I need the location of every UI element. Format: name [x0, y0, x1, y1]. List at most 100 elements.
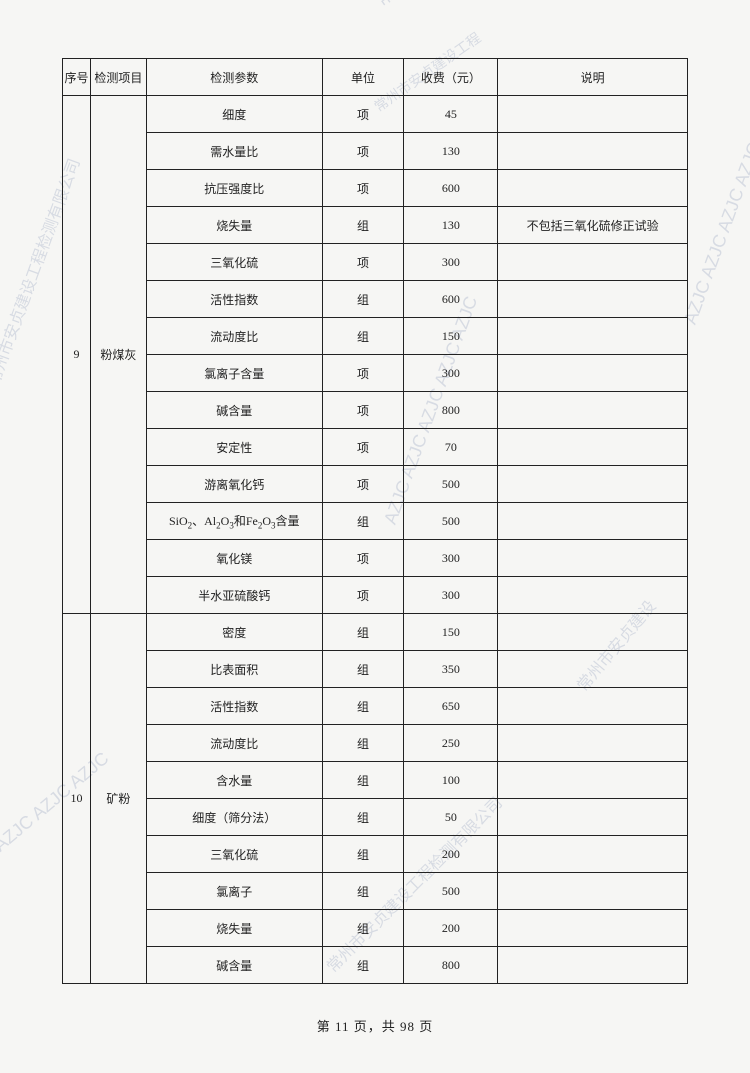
table-row: 比表面积组350: [63, 651, 688, 688]
table-row: 抗压强度比项600: [63, 170, 688, 207]
cell-param: 氧化镁: [146, 540, 322, 577]
cell-note: [498, 725, 688, 762]
cell-note: [498, 318, 688, 355]
table-row: 氯离子含量项300: [63, 355, 688, 392]
cell-note: [498, 688, 688, 725]
pricing-table: 序号 检测项目 检测参数 单位 收费（元） 说明 9粉煤灰细度项45需水量比项1…: [62, 58, 688, 984]
cell-unit: 项: [322, 355, 404, 392]
cell-param: SiO2、Al2O3和Fe2O3含量: [146, 503, 322, 540]
cell-param: 游离氧化钙: [146, 466, 322, 503]
cell-fee: 250: [404, 725, 498, 762]
cell-note: 不包括三氧化硫修正试验: [498, 207, 688, 244]
cell-param: 抗压强度比: [146, 170, 322, 207]
cell-unit: 项: [322, 466, 404, 503]
cell-note: [498, 281, 688, 318]
cell-note: [498, 540, 688, 577]
cell-note: [498, 836, 688, 873]
cell-unit: 组: [322, 614, 404, 651]
col-header-unit: 单位: [322, 59, 404, 96]
cell-fee: 600: [404, 170, 498, 207]
cell-note: [498, 614, 688, 651]
table-row: 烧失量组130不包括三氧化硫修正试验: [63, 207, 688, 244]
cell-param: 细度（筛分法）: [146, 799, 322, 836]
cell-unit: 项: [322, 170, 404, 207]
cell-param: 三氧化硫: [146, 836, 322, 873]
col-header-item: 检测项目: [90, 59, 146, 96]
cell-note: [498, 355, 688, 392]
cell-param: 三氧化硫: [146, 244, 322, 281]
cell-fee: 500: [404, 503, 498, 540]
cell-unit: 组: [322, 318, 404, 355]
cell-param: 密度: [146, 614, 322, 651]
watermark-text: 常州市安贞建设工程: [370, 0, 518, 11]
col-header-param: 检测参数: [146, 59, 322, 96]
cell-note: [498, 910, 688, 947]
table-row: 半水亚硫酸钙项300: [63, 577, 688, 614]
cell-fee: 300: [404, 540, 498, 577]
cell-param: 烧失量: [146, 207, 322, 244]
cell-param: 流动度比: [146, 318, 322, 355]
table-row: 安定性项70: [63, 429, 688, 466]
col-header-fee: 收费（元）: [404, 59, 498, 96]
document-page: { "headers": { "seq": "序号", "item": "检测项…: [0, 0, 750, 1073]
cell-fee: 600: [404, 281, 498, 318]
cell-fee: 800: [404, 947, 498, 984]
cell-param: 碱含量: [146, 392, 322, 429]
table-row: 三氧化硫项300: [63, 244, 688, 281]
col-header-seq: 序号: [63, 59, 91, 96]
cell-item: 矿粉: [90, 614, 146, 984]
cell-note: [498, 466, 688, 503]
cell-unit: 组: [322, 910, 404, 947]
cell-param: 活性指数: [146, 688, 322, 725]
cell-fee: 800: [404, 392, 498, 429]
cell-fee: 50: [404, 799, 498, 836]
cell-param: 流动度比: [146, 725, 322, 762]
cell-fee: 130: [404, 133, 498, 170]
cell-note: [498, 873, 688, 910]
page-footer: 第 11 页，共 98 页: [0, 1016, 750, 1035]
watermark-text: AZJC AZJC AZJC AZJC AZJC: [680, 94, 750, 328]
cell-unit: 组: [322, 688, 404, 725]
table-row: 流动度比组250: [63, 725, 688, 762]
cell-param: 安定性: [146, 429, 322, 466]
table-row: 碱含量组800: [63, 947, 688, 984]
table-row: 氧化镁项300: [63, 540, 688, 577]
cell-fee: 300: [404, 244, 498, 281]
cell-unit: 组: [322, 836, 404, 873]
cell-fee: 500: [404, 466, 498, 503]
cell-seq: 9: [63, 96, 91, 614]
table-row: 氯离子组500: [63, 873, 688, 910]
cell-unit: 项: [322, 540, 404, 577]
cell-note: [498, 244, 688, 281]
table-row: 9粉煤灰细度项45: [63, 96, 688, 133]
cell-unit: 组: [322, 207, 404, 244]
cell-fee: 650: [404, 688, 498, 725]
col-header-note: 说明: [498, 59, 688, 96]
cell-note: [498, 651, 688, 688]
table-row: 游离氧化钙项500: [63, 466, 688, 503]
cell-seq: 10: [63, 614, 91, 984]
table-row: SiO2、Al2O3和Fe2O3含量组500: [63, 503, 688, 540]
cell-param: 烧失量: [146, 910, 322, 947]
table-row: 含水量组100: [63, 762, 688, 799]
cell-param: 需水量比: [146, 133, 322, 170]
cell-param: 碱含量: [146, 947, 322, 984]
cell-param: 活性指数: [146, 281, 322, 318]
table-row: 活性指数组600: [63, 281, 688, 318]
table-body: 9粉煤灰细度项45需水量比项130抗压强度比项600烧失量组130不包括三氧化硫…: [63, 96, 688, 984]
cell-fee: 45: [404, 96, 498, 133]
cell-param: 含水量: [146, 762, 322, 799]
cell-note: [498, 503, 688, 540]
table-row: 碱含量项800: [63, 392, 688, 429]
table-row: 三氧化硫组200: [63, 836, 688, 873]
cell-unit: 项: [322, 392, 404, 429]
cell-param: 半水亚硫酸钙: [146, 577, 322, 614]
cell-fee: 200: [404, 910, 498, 947]
cell-unit: 组: [322, 799, 404, 836]
table-row: 需水量比项130: [63, 133, 688, 170]
table-row: 活性指数组650: [63, 688, 688, 725]
table-row: 流动度比组150: [63, 318, 688, 355]
cell-note: [498, 762, 688, 799]
cell-fee: 300: [404, 355, 498, 392]
cell-unit: 项: [322, 429, 404, 466]
